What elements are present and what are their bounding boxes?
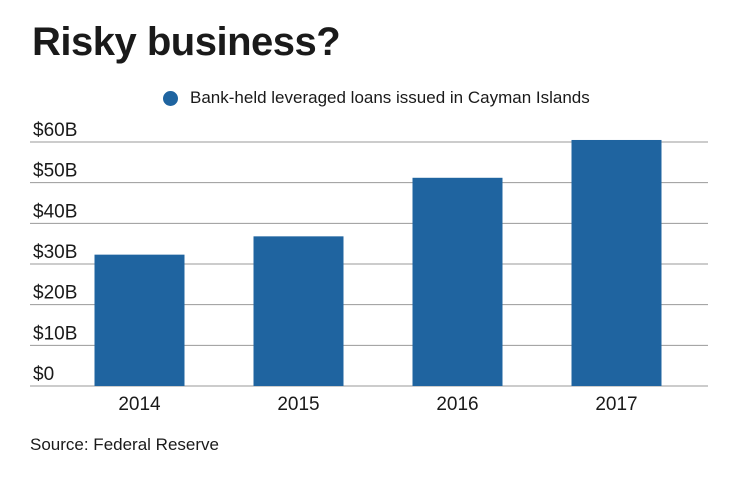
legend-label: Bank-held leveraged loans issued in Caym… xyxy=(190,88,590,107)
y-tick-label: $0 xyxy=(33,364,54,385)
y-tick-label: $20B xyxy=(33,283,77,304)
chart-legend: Bank-held leveraged loans issued in Caym… xyxy=(163,88,590,108)
bar-2014 xyxy=(94,254,185,386)
legend-marker xyxy=(163,90,178,106)
x-tick-label: 2017 xyxy=(595,394,637,415)
y-tick-label: $60B xyxy=(33,120,77,141)
chart-title: Risky business? xyxy=(32,20,341,64)
x-tick-label: 2014 xyxy=(118,394,161,415)
bars xyxy=(94,139,662,386)
source-note: Source: Federal Reserve xyxy=(30,435,219,454)
y-tick-label: $40B xyxy=(33,201,77,222)
x-tick-label: 2016 xyxy=(436,394,478,415)
bar-2015 xyxy=(253,236,344,386)
y-tick-label: $30B xyxy=(33,242,77,263)
y-tick-label: $50B xyxy=(33,161,77,182)
bar-2017 xyxy=(571,139,662,386)
axis-labels: $0 $10B $20B $30B $40B $50B $60B 2014 2015 2016 20… xyxy=(33,120,638,415)
y-tick-label: $10B xyxy=(33,323,77,344)
x-tick-label: 2015 xyxy=(277,394,319,415)
bar-2016 xyxy=(412,177,503,386)
